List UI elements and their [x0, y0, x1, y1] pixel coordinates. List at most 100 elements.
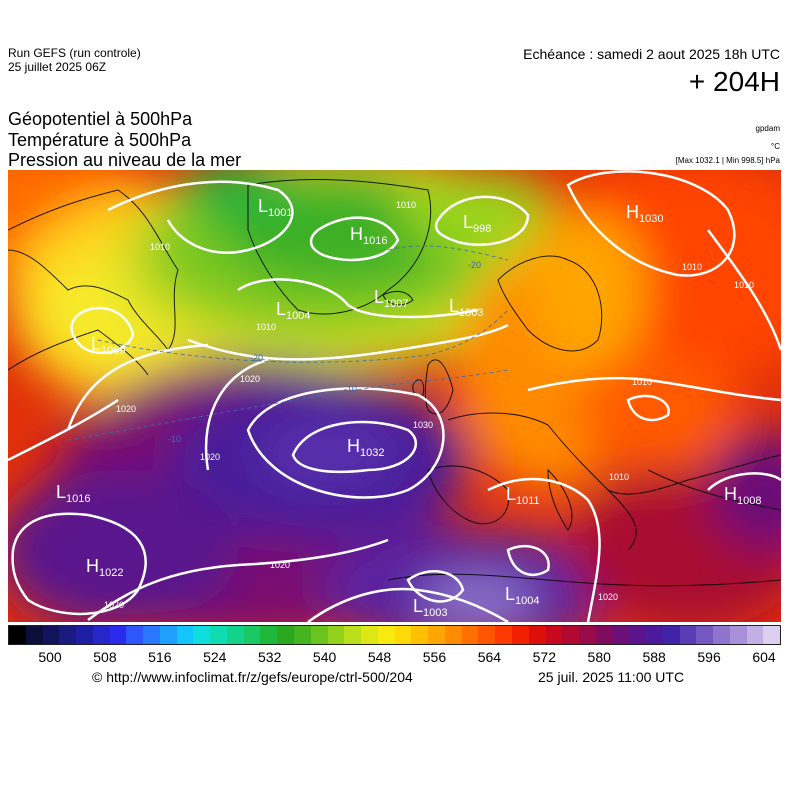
title-temperature: Température à 500hPa [8, 130, 192, 150]
colorbar-swatch [159, 626, 177, 644]
map-svg: L1001 H1016 L998 H1030 L1009 L1004 L1007 L1003 H… [8, 170, 781, 622]
colorbar-swatch [562, 626, 580, 644]
colorbar-tick-label: 508 [93, 649, 117, 665]
high-pressure-center: H1030 [626, 202, 663, 225]
colorbar-swatch [344, 626, 362, 644]
colorbar-swatch [662, 626, 680, 644]
unit-celsius: °C [771, 142, 780, 151]
colorbar-swatch [294, 626, 311, 644]
colorbar-swatch [478, 626, 496, 644]
colorbar-tick-label: 604 [752, 649, 776, 665]
colorbar-swatch [528, 626, 546, 644]
low-pressure-center: L1004 [276, 299, 311, 322]
colorbar-swatch [310, 626, 328, 644]
colorbar-tick-label: 564 [477, 649, 502, 665]
colorbar-swatch [461, 626, 479, 644]
coastlines [8, 179, 781, 587]
source-url: © http://www.infoclimat.fr/z/gefs/europe… [92, 669, 413, 685]
lead-time: + 204H [688, 66, 780, 97]
colorbar-swatch [746, 626, 764, 644]
colorbar-tick-label: 500 [38, 649, 62, 665]
isobar-label: 1010 [609, 472, 629, 482]
colorbar [8, 625, 781, 645]
isotherm-label: -10 [344, 384, 357, 394]
isotherm-label: -20 [250, 353, 263, 363]
issue-timestamp: 25 juil. 2025 11:00 UTC [538, 669, 685, 685]
colorbar-tick-label: 524 [203, 649, 227, 665]
geopotential-shading [8, 170, 781, 622]
colorbar-swatch [495, 626, 512, 644]
low-pressure-center: L1009 [91, 334, 126, 357]
colorbar-tick-label: 540 [312, 649, 337, 665]
weather-map[interactable]: L1001 H1016 L998 H1030 L1009 L1004 L1007 L1003 H… [8, 170, 781, 622]
colorbar-swatch [696, 626, 714, 644]
pressure-centers: L1001 H1016 L998 H1030 L1009 L1004 L1007 L1003 H… [56, 196, 761, 619]
colorbar-tick-label: 572 [532, 649, 556, 665]
colorbar-swatch [579, 626, 596, 644]
colorbar-swatch [327, 626, 345, 644]
low-pressure-center: L1011 [506, 484, 540, 507]
high-pressure-center: H1008 [724, 484, 761, 507]
colorbar-swatch [713, 626, 730, 644]
isobar-label: 1010 [682, 262, 702, 272]
colorbar-tick-label: 556 [422, 649, 447, 665]
colorbar-tick-label: 532 [258, 649, 282, 665]
isobar-label: 1030 [413, 420, 433, 430]
colorbar-swatch [76, 626, 93, 644]
colorbar-tick-label: 596 [697, 649, 721, 665]
colorbar-swatch [377, 626, 395, 644]
colorbar-swatch [59, 626, 77, 644]
high-pressure-center: H1032 [347, 436, 384, 459]
colorbar-swatch [243, 626, 261, 644]
isobar-label: 1020 [598, 592, 618, 602]
isotherm-label: -10 [168, 434, 181, 444]
isobar-label: 1020 [240, 374, 260, 384]
title-pressure: Pression au niveau de la mer [8, 150, 242, 170]
colorbar-swatch [109, 626, 127, 644]
colorbar-swatch [9, 626, 26, 644]
isobar-label: 1020 [270, 560, 290, 570]
high-pressure-center: H1016 [350, 224, 387, 247]
colorbar-swatch [143, 626, 160, 644]
colorbar-swatch [210, 626, 227, 644]
colorbar-swatch [763, 626, 781, 644]
isobars [8, 170, 781, 622]
colorbar-swatch [226, 626, 244, 644]
high-pressure-center: H1022 [86, 556, 123, 579]
colorbar-swatch [277, 626, 295, 644]
isobar-label: 1010 [632, 377, 652, 387]
colorbar-tick-label: 588 [642, 649, 666, 665]
colorbar-swatch [411, 626, 429, 644]
colorbar-swatch [394, 626, 412, 644]
low-pressure-center: L1007 [374, 287, 409, 310]
low-pressure-center: L998 [463, 212, 491, 235]
colorbar-tick-label: 548 [367, 649, 392, 665]
colorbar-swatch [595, 626, 613, 644]
unit-gpdam: gpdam [755, 124, 780, 133]
colorbar-swatch [42, 626, 60, 644]
maxmin-label: [Max 1032.1 | Min 998.5] hPa [675, 156, 780, 165]
colorbar-swatch [25, 626, 43, 644]
echeance-label: Echéance : samedi 2 aout 2025 18h UTC [523, 46, 780, 62]
colorbar-swatch [92, 626, 110, 644]
colorbar-swatch [545, 626, 563, 644]
isobar-label: 1010 [150, 242, 170, 252]
isobar-label: 1010 [256, 322, 276, 332]
colorbar-swatch [612, 626, 630, 644]
low-pressure-center: L1001 [258, 196, 293, 219]
isobar-label: 1020 [104, 600, 124, 610]
colorbar-swatch [193, 626, 211, 644]
colorbar-swatch [126, 626, 144, 644]
run-date: 25 juillet 2025 06Z [8, 60, 107, 74]
colorbar-swatch [679, 626, 697, 644]
isobar-label: 1010 [734, 280, 754, 290]
colorbar-swatch [361, 626, 378, 644]
low-pressure-center: L1016 [56, 482, 91, 505]
isobar-label: 1020 [200, 452, 220, 462]
isobar-label: 1010 [396, 200, 416, 210]
isotherm-label: -20 [468, 260, 481, 270]
title-geopotential: Géopotentiel à 500hPa [8, 109, 193, 129]
colorbar-swatch [729, 626, 747, 644]
low-pressure-center: L1003 [449, 296, 484, 319]
colorbar-swatch [260, 626, 278, 644]
